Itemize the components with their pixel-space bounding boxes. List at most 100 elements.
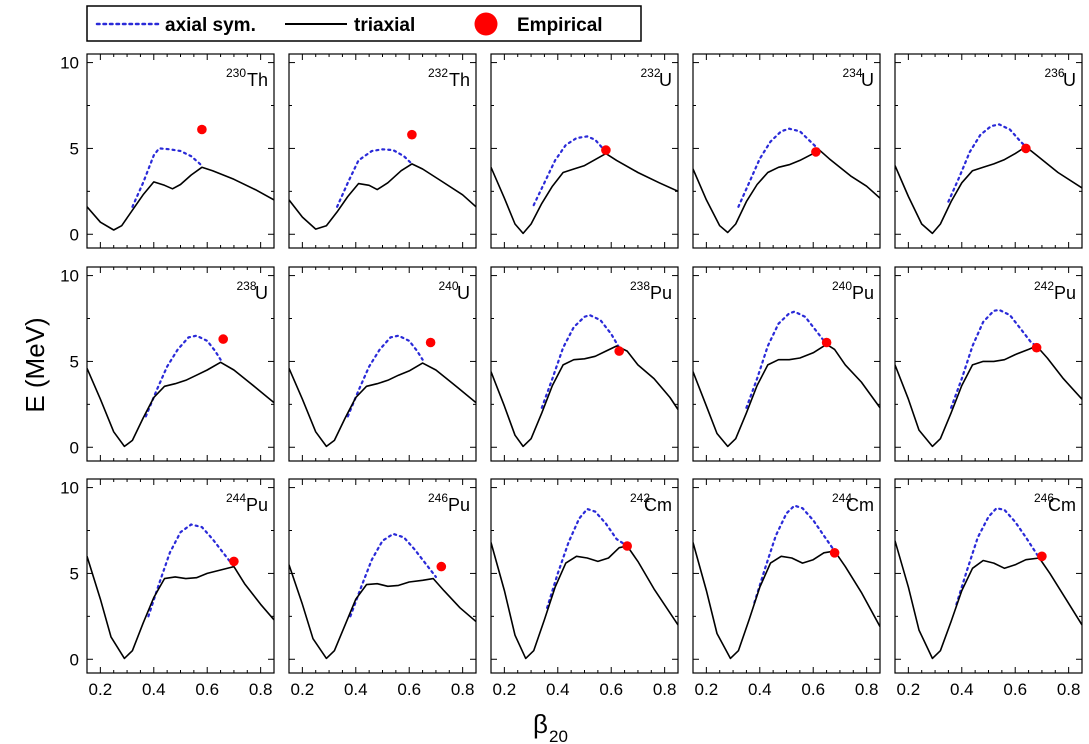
nucleus-mass-label: 244 xyxy=(832,491,852,505)
series-axial-238pu xyxy=(540,313,621,409)
nucleus-element-label: Pu xyxy=(1054,283,1076,303)
series-axial-242cm xyxy=(545,507,629,609)
x-tick-label: 0.8 xyxy=(653,680,677,699)
legend-triaxial-label: triaxial xyxy=(354,15,415,36)
y-tick-label: 5 xyxy=(70,564,79,583)
series-axial-242pu xyxy=(949,308,1038,409)
series-triaxial-244cm xyxy=(693,542,880,660)
nucleus-mass-label: 236 xyxy=(1044,66,1064,80)
panel-frame-240u xyxy=(288,266,477,462)
point-empirical-240pu xyxy=(821,337,832,348)
nucleus-mass-label: 234 xyxy=(842,66,862,80)
x-tick-label: 0.6 xyxy=(1003,680,1027,699)
nucleus-element-label: U xyxy=(659,70,672,90)
legend-empirical-marker xyxy=(474,12,498,36)
series-axial-240u xyxy=(346,334,424,418)
point-empirical-240u xyxy=(425,337,436,348)
series-triaxial-246pu xyxy=(289,564,476,660)
legend-box xyxy=(86,5,642,42)
point-empirical-230th xyxy=(197,124,207,135)
nucleus-element-label: Pu xyxy=(852,283,874,303)
x-axis-title-subscript: 20 xyxy=(549,727,568,744)
x-tick-label: 0.2 xyxy=(89,680,113,699)
legend-empirical-label: Empirical xyxy=(517,15,603,36)
series-triaxial-236u xyxy=(895,145,1082,235)
nucleus-element-label: Cm xyxy=(1048,495,1076,515)
nucleus-mass-label: 230 xyxy=(226,66,246,80)
series-triaxial-246cm xyxy=(895,540,1082,660)
x-tick-label: 0.2 xyxy=(897,680,921,699)
series-axial-232u xyxy=(532,135,608,207)
x-tick-label: 0.8 xyxy=(1057,680,1081,699)
x-tick-label: 0.6 xyxy=(195,680,219,699)
nucleus-mass-label: 238 xyxy=(630,279,650,293)
legend: axial sym. triaxial Empirical xyxy=(86,5,642,42)
nucleus-element-label: Th xyxy=(449,70,470,90)
point-empirical-244pu xyxy=(229,556,239,567)
x-tick-label: 0.6 xyxy=(599,680,623,699)
nucleus-element-label: U xyxy=(457,283,470,303)
series-axial-244cm xyxy=(753,504,836,604)
panel-frame-234u xyxy=(692,53,881,249)
x-tick-label: 0.4 xyxy=(546,680,570,699)
point-empirical-242cm xyxy=(622,541,632,551)
series-axial-232th xyxy=(336,148,413,208)
series-triaxial-244pu xyxy=(87,556,274,660)
point-empirical-234u xyxy=(811,147,821,157)
point-empirical-238pu xyxy=(614,346,624,356)
x-tick-label: 0.4 xyxy=(950,680,974,699)
series-triaxial-242pu xyxy=(895,345,1082,448)
nucleus-mass-label: 246 xyxy=(428,491,448,505)
series-axial-230th xyxy=(131,147,203,208)
panel-frame-232u xyxy=(490,53,679,249)
nucleus-mass-label: 244 xyxy=(226,491,246,505)
y-tick-label: 10 xyxy=(60,479,79,498)
x-tick-label: 0.6 xyxy=(397,680,421,699)
nucleus-element-label: U xyxy=(861,70,874,90)
x-tick-label: 0.4 xyxy=(748,680,772,699)
point-empirical-246cm xyxy=(1037,551,1047,562)
nucleus-mass-label: 240 xyxy=(832,279,852,293)
point-empirical-238u xyxy=(218,334,228,344)
panel-frame-236u xyxy=(894,53,1083,249)
series-axial-240pu xyxy=(745,310,828,409)
y-tick-label: 10 xyxy=(60,267,79,286)
x-axis-title: β 20 xyxy=(533,709,568,744)
x-tick-label: 0.2 xyxy=(695,680,719,699)
nucleus-element-label: Cm xyxy=(644,495,672,515)
panel-frame-232th xyxy=(288,53,477,249)
x-axis-title-symbol: β xyxy=(533,709,548,739)
point-empirical-232u xyxy=(601,145,611,155)
y-axis-title: E (MeV) xyxy=(20,317,50,412)
series-triaxial-232th xyxy=(289,163,476,230)
panel-frame-238u xyxy=(86,266,275,462)
x-tick-label: 0.4 xyxy=(142,680,166,699)
y-tick-label: 10 xyxy=(60,54,79,73)
series-triaxial-230th xyxy=(87,166,274,231)
nucleus-mass-label: 240 xyxy=(438,279,458,293)
y-tick-label: 5 xyxy=(70,139,79,158)
nucleus-mass-label: 232 xyxy=(640,66,660,80)
nucleus-mass-label: 246 xyxy=(1034,491,1054,505)
nucleus-element-label: Pu xyxy=(246,495,268,515)
series-triaxial-238pu xyxy=(491,345,678,448)
series-triaxial-240u xyxy=(289,362,476,448)
point-empirical-242pu xyxy=(1031,342,1042,353)
x-tick-label: 0.6 xyxy=(801,680,825,699)
series-axial-246pu xyxy=(349,532,437,618)
nucleus-mass-label: 242 xyxy=(1034,279,1054,293)
series-axial-244pu xyxy=(147,523,235,618)
